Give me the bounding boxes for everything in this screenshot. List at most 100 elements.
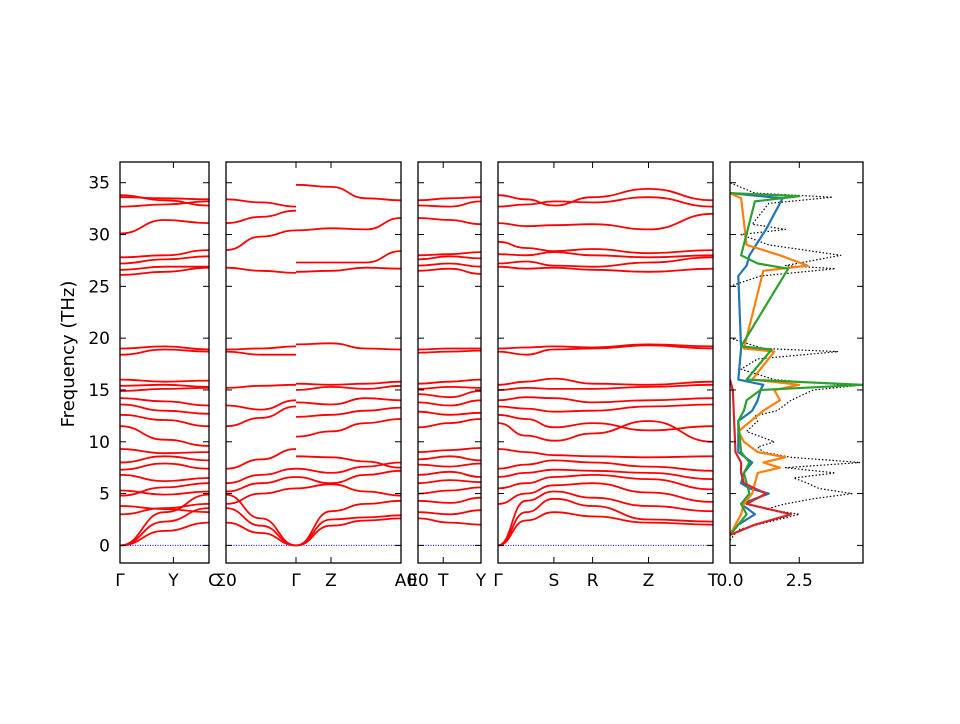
phonon-band-24 — [418, 196, 481, 202]
phonon-band-9 — [226, 399, 297, 411]
partial-dos-line-2 — [730, 192, 809, 536]
phonon-band-1 — [418, 517, 481, 526]
phonon-band-5 — [498, 473, 713, 491]
phonon-band-21 — [498, 212, 713, 231]
phonon-band-10 — [498, 413, 713, 432]
phonon-band-12 — [226, 345, 297, 351]
phonon-band-9 — [418, 447, 481, 453]
phonon-band-20 — [295, 483, 401, 497]
phonon-band-11 — [226, 350, 296, 356]
phonon-band-23 — [295, 455, 401, 469]
phonon-band-25 — [120, 219, 209, 235]
phonon-band-3 — [418, 496, 481, 504]
phonon-band-19 — [418, 262, 481, 268]
phonon-band-4 — [498, 482, 713, 505]
phonon-band-7 — [226, 448, 297, 470]
panel-plot-area — [226, 183, 401, 547]
phonon-band-8 — [418, 455, 481, 462]
phonon-band-27 — [295, 384, 401, 391]
y-tick-label: 5 — [99, 485, 110, 505]
phonon-band-3 — [498, 490, 713, 547]
phonon-band-19 — [498, 251, 713, 259]
phonon-band-16 — [120, 387, 209, 392]
phonon-band-16 — [226, 198, 297, 208]
phonon-band-14 — [498, 377, 713, 386]
phonon-band-8 — [120, 474, 209, 483]
panel-frame — [729, 161, 864, 564]
panel-frame — [225, 161, 402, 564]
phonon-band-15 — [226, 209, 297, 224]
phonon-band-10 — [418, 418, 481, 429]
phonon-band-11 — [120, 448, 209, 455]
phonon-band-23 — [498, 187, 713, 207]
phonon-band-16 — [498, 343, 713, 350]
partial-dos-line-4 — [730, 379, 793, 537]
phonon-band-21 — [295, 469, 401, 485]
phonon-band-12 — [120, 425, 209, 447]
panel-frame — [497, 161, 714, 564]
phonon-band-6 — [120, 482, 209, 497]
x-tick-label: S — [549, 571, 560, 591]
phonon-band-22 — [498, 196, 713, 208]
y-tick-label: 25 — [88, 277, 110, 297]
panel-plot-area — [730, 182, 863, 541]
x-edge-label: A0 — [395, 571, 417, 591]
phonon-band-8 — [226, 405, 297, 428]
phonon-band-9 — [498, 420, 713, 443]
panel-1: 0 5 10 15 20 25 30 35 Γ Y C — [88, 161, 220, 591]
x-tick-label: Γ — [291, 571, 301, 591]
panel-frame — [417, 161, 482, 564]
phonon-band-22 — [418, 217, 481, 226]
y-tick-label: 0 — [99, 536, 110, 556]
phonon-band-5 — [418, 479, 481, 485]
panel-frame — [119, 161, 210, 564]
x-tick-label: 0.0 — [716, 571, 743, 591]
phonon-band-7 — [120, 489, 209, 496]
x-tick-label: Γ — [115, 571, 125, 591]
y-tick-label: 30 — [88, 226, 110, 246]
panel-2: Σ0 Γ Z A0 — [215, 161, 417, 591]
panel-plot-area — [498, 187, 713, 547]
phonon-band-24 — [120, 249, 209, 259]
phonon-band-1 — [498, 511, 713, 547]
partial-dos-line-1 — [730, 192, 784, 536]
phonon-band-1 — [120, 521, 209, 547]
phonon-band-30 — [295, 266, 401, 273]
x-tick-label: Y — [167, 571, 179, 591]
phonon-band-19 — [295, 499, 401, 547]
phonon-band-6 — [226, 467, 297, 485]
phonon-band-13 — [120, 413, 209, 428]
phonon-band-9 — [120, 462, 209, 471]
phonon-band-28 — [120, 194, 209, 207]
phonon-band-15 — [418, 378, 481, 385]
phonon-band-11 — [418, 410, 481, 416]
phonon-band-21 — [120, 266, 209, 276]
y-tick-label: 35 — [88, 174, 110, 194]
phonon-band-7 — [418, 462, 481, 468]
phonon-band-17 — [498, 265, 713, 273]
phonon-band-8 — [498, 448, 713, 459]
x-tick-label: R — [587, 571, 599, 591]
phonon-band-14 — [120, 403, 209, 415]
phonon-band-2 — [498, 497, 713, 547]
phonon-band-16 — [418, 349, 481, 354]
phonon-band-5 — [226, 476, 297, 493]
phonon-band-18 — [120, 378, 209, 383]
phonon-band-33 — [295, 183, 401, 202]
phonon-band-31 — [296, 250, 401, 264]
phonon-band-29 — [295, 342, 401, 351]
x-tick-label: Z — [325, 571, 337, 591]
phonon-band-3 — [226, 493, 297, 547]
y-tick-label: 10 — [88, 433, 110, 453]
phonon-band-26 — [120, 200, 209, 208]
phonon-band-13 — [498, 383, 713, 391]
y-tick-label: 20 — [88, 329, 110, 349]
panel-plot-area — [418, 196, 481, 546]
phonon-band-13 — [418, 390, 481, 399]
phonon-band-25 — [295, 406, 401, 418]
phonon-band-17 — [295, 517, 401, 547]
phonon-band-22 — [120, 265, 209, 271]
